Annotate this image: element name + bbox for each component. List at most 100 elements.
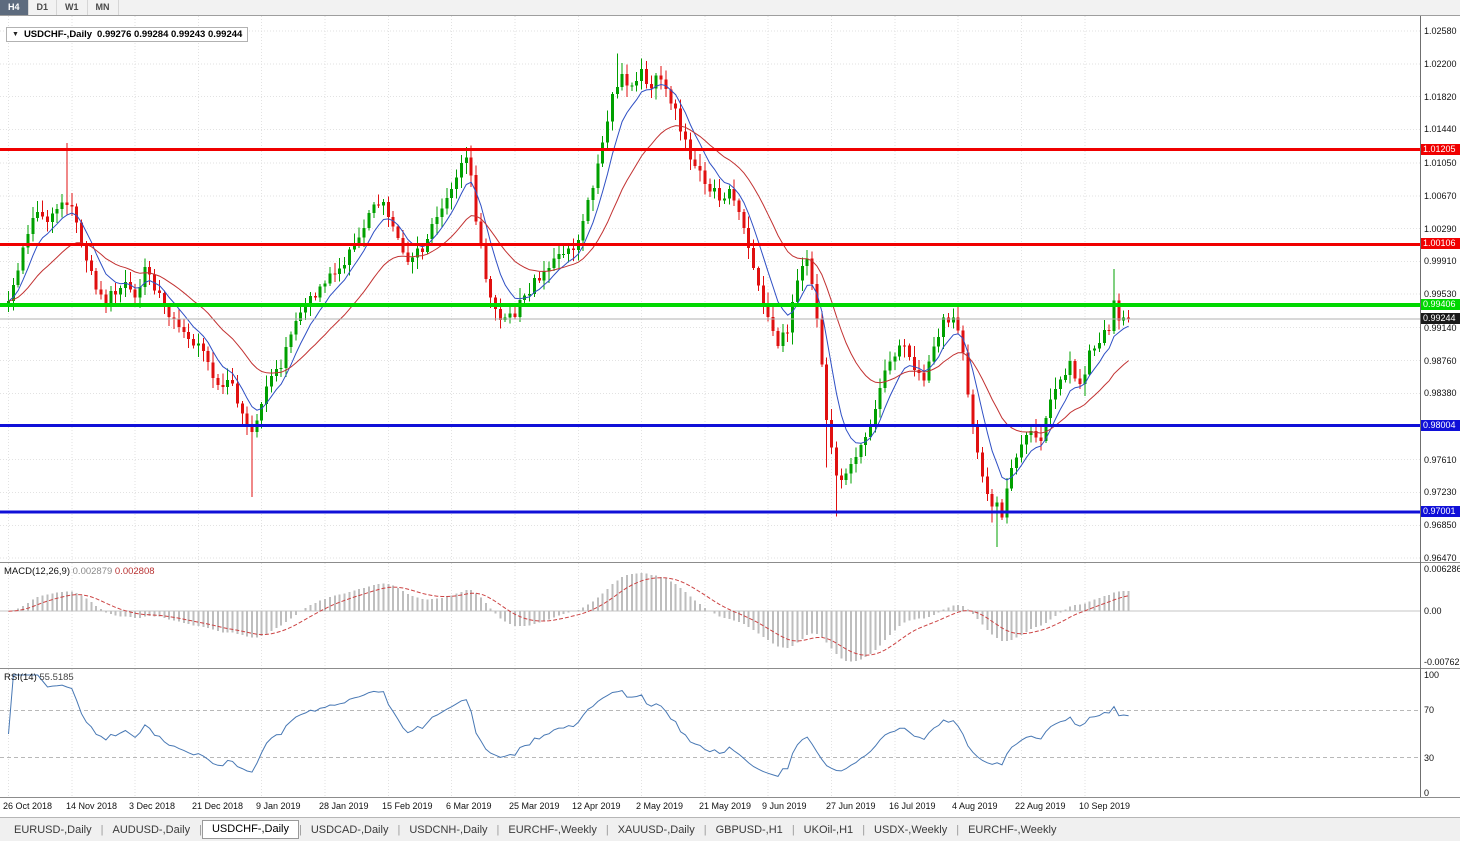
tab-separator: | bbox=[862, 823, 866, 836]
date-axis: 26 Oct 2018 14 Nov 2018 3 Dec 2018 21 Dec 2… bbox=[0, 798, 1420, 817]
hline-0.97001[interactable] bbox=[0, 510, 1420, 514]
timeframe-h4-button[interactable]: H4 bbox=[0, 0, 29, 15]
timeframe-w1-button[interactable]: W1 bbox=[57, 0, 88, 15]
date-axis-label: 25 Mar 2019 bbox=[509, 801, 560, 811]
macd-axis-label: 0.006286 bbox=[1424, 564, 1460, 574]
tab-usdcnh-daily[interactable]: USDCNH-,Daily bbox=[409, 823, 488, 836]
moving-averages bbox=[8, 83, 1129, 481]
tab-usdx-weekly[interactable]: USDX-,Weekly bbox=[874, 823, 948, 836]
price-axis-label: 0.99910 bbox=[1424, 256, 1457, 266]
tab-usdchf-daily[interactable]: USDCHF-,Daily bbox=[201, 820, 299, 839]
date-axis-label: 26 Oct 2018 bbox=[3, 801, 53, 811]
level-price-tag: 0.97001 bbox=[1421, 506, 1460, 517]
tab-separator: | bbox=[298, 823, 302, 836]
level-price-tag: 0.99406 bbox=[1421, 299, 1460, 310]
price-axis-label: 1.00290 bbox=[1424, 224, 1457, 234]
date-axis-label: 27 Jun 2019 bbox=[826, 801, 876, 811]
timeframe-mn-button[interactable]: MN bbox=[88, 0, 119, 15]
price-axis-label: 1.02580 bbox=[1424, 26, 1457, 36]
macd-indicator-pane[interactable] bbox=[0, 563, 1420, 668]
tab-xauusd-daily[interactable]: XAUUSD-,Daily bbox=[617, 823, 695, 836]
price-axis-label: 1.01050 bbox=[1424, 158, 1457, 168]
price-axis-separator bbox=[1420, 16, 1421, 797]
rsi-line bbox=[8, 674, 1129, 777]
rsi-label: RSI(14) 55.5185 bbox=[4, 672, 74, 683]
axis-separator bbox=[0, 797, 1460, 798]
price-grid bbox=[0, 16, 1420, 562]
chart-symbol-label: USDCHF-,Daily bbox=[23, 29, 93, 40]
tab-separator: | bbox=[496, 823, 500, 836]
date-axis-label: 3 Dec 2018 bbox=[129, 801, 176, 811]
level-price-tag: 0.98004 bbox=[1421, 420, 1460, 431]
pane-separator[interactable] bbox=[0, 562, 1460, 563]
price-axis-column: 1.02580 1.02200 1.01820 1.01440 1.01050 1.006… bbox=[1421, 16, 1460, 798]
price-axis-label: 0.97230 bbox=[1424, 487, 1457, 497]
current-price-tag: 0.99244 bbox=[1421, 313, 1460, 324]
pane-separator[interactable] bbox=[0, 668, 1460, 669]
price-axis-label: 1.01440 bbox=[1424, 124, 1457, 134]
price-axis-label: 0.99530 bbox=[1424, 289, 1457, 299]
tab-eurusd-daily[interactable]: EURUSD-,Daily bbox=[14, 823, 92, 836]
level-price-tag: 1.01205 bbox=[1421, 144, 1460, 155]
rsi-guide-lines bbox=[0, 709, 1420, 759]
date-axis-label: 28 Jan 2019 bbox=[319, 801, 369, 811]
price-axis-label: 0.99140 bbox=[1424, 323, 1457, 333]
price-axis-label: 1.01820 bbox=[1424, 92, 1457, 102]
price-axis-label: 0.96470 bbox=[1424, 553, 1457, 563]
macd-grid bbox=[8, 563, 1086, 668]
ma-slow-line bbox=[8, 125, 1129, 434]
hline-0.99406[interactable] bbox=[0, 302, 1420, 307]
macd-name: MACD(12,26,9) bbox=[4, 566, 70, 577]
date-axis-label: 15 Feb 2019 bbox=[382, 801, 433, 811]
hline-1.01205[interactable] bbox=[0, 148, 1420, 152]
tab-eurchf-weekly[interactable]: EURCHF-,Weekly bbox=[968, 823, 1057, 836]
price-axis-label: 0.98380 bbox=[1424, 388, 1457, 398]
tab-eurchf-weekly[interactable]: EURCHF-,Weekly bbox=[508, 823, 597, 836]
tab-gbpusd-h1[interactable]: GBPUSD-,H1 bbox=[715, 823, 783, 836]
price-axis-label: 1.02200 bbox=[1424, 59, 1457, 69]
timeframe-toolbar: H4 D1 W1 MN bbox=[0, 0, 1460, 16]
symbol-dropdown-icon[interactable]: ▼ bbox=[12, 31, 19, 38]
price-axis-label: 0.96850 bbox=[1424, 520, 1457, 530]
rsi-axis-label: 0 bbox=[1424, 788, 1430, 798]
price-axis-label: 0.98760 bbox=[1424, 356, 1457, 366]
tab-separator: | bbox=[605, 823, 609, 836]
tab-separator: | bbox=[791, 823, 795, 836]
date-axis-label: 21 May 2019 bbox=[699, 801, 752, 811]
rsi-axis-label: 30 bbox=[1424, 753, 1435, 763]
date-axis-label: 22 Aug 2019 bbox=[1015, 801, 1066, 811]
hline-1.00106[interactable] bbox=[0, 242, 1420, 246]
price-axis-label: 1.00670 bbox=[1424, 191, 1457, 201]
tab-separator: | bbox=[397, 823, 401, 836]
tab-audusd-daily[interactable]: AUDUSD-,Daily bbox=[112, 823, 191, 836]
tab-usdcad-daily[interactable]: USDCAD-,Daily bbox=[310, 823, 389, 836]
date-axis-label: 9 Jun 2019 bbox=[762, 801, 807, 811]
hline-0.98004[interactable] bbox=[0, 424, 1420, 428]
date-axis-label: 6 Mar 2019 bbox=[446, 801, 492, 811]
date-axis-label: 9 Jan 2019 bbox=[256, 801, 301, 811]
chart-title: ▼ USDCHF-,Daily 0.99276 0.99284 0.99243 … bbox=[6, 27, 249, 42]
rsi-indicator-pane[interactable] bbox=[0, 669, 1420, 797]
date-axis-label: 4 Aug 2019 bbox=[952, 801, 998, 811]
macd-axis-label: 0.00 bbox=[1424, 606, 1442, 616]
date-axis-label: 21 Dec 2018 bbox=[192, 801, 244, 811]
rsi-grid bbox=[8, 669, 1086, 797]
macd-histogram bbox=[12, 572, 1130, 662]
date-axis-label: 12 Apr 2019 bbox=[572, 801, 621, 811]
macd-value-main: 0.002879 bbox=[72, 566, 113, 577]
macd-label: MACD(12,26,9) 0.002879 0.002808 bbox=[4, 566, 155, 577]
tab-separator: | bbox=[703, 823, 707, 836]
rsi-axis-label: 100 bbox=[1424, 670, 1440, 680]
macd-signal-line bbox=[8, 577, 1129, 656]
rsi-axis-label: 70 bbox=[1424, 705, 1435, 715]
rsi-value: 55.5185 bbox=[39, 672, 74, 683]
price-axis-label: 0.97610 bbox=[1424, 455, 1457, 465]
tab-separator: | bbox=[199, 823, 202, 836]
date-axis-label: 10 Sep 2019 bbox=[1079, 801, 1131, 811]
timeframe-d1-button[interactable]: D1 bbox=[29, 0, 58, 15]
tab-ukoil-h1[interactable]: UKOil-,H1 bbox=[803, 823, 854, 836]
date-axis-label: 2 May 2019 bbox=[636, 801, 684, 811]
macd-axis-label: -0.00762 bbox=[1424, 657, 1460, 667]
date-axis-label: 16 Jul 2019 bbox=[889, 801, 936, 811]
price-chart-pane[interactable] bbox=[0, 16, 1420, 562]
